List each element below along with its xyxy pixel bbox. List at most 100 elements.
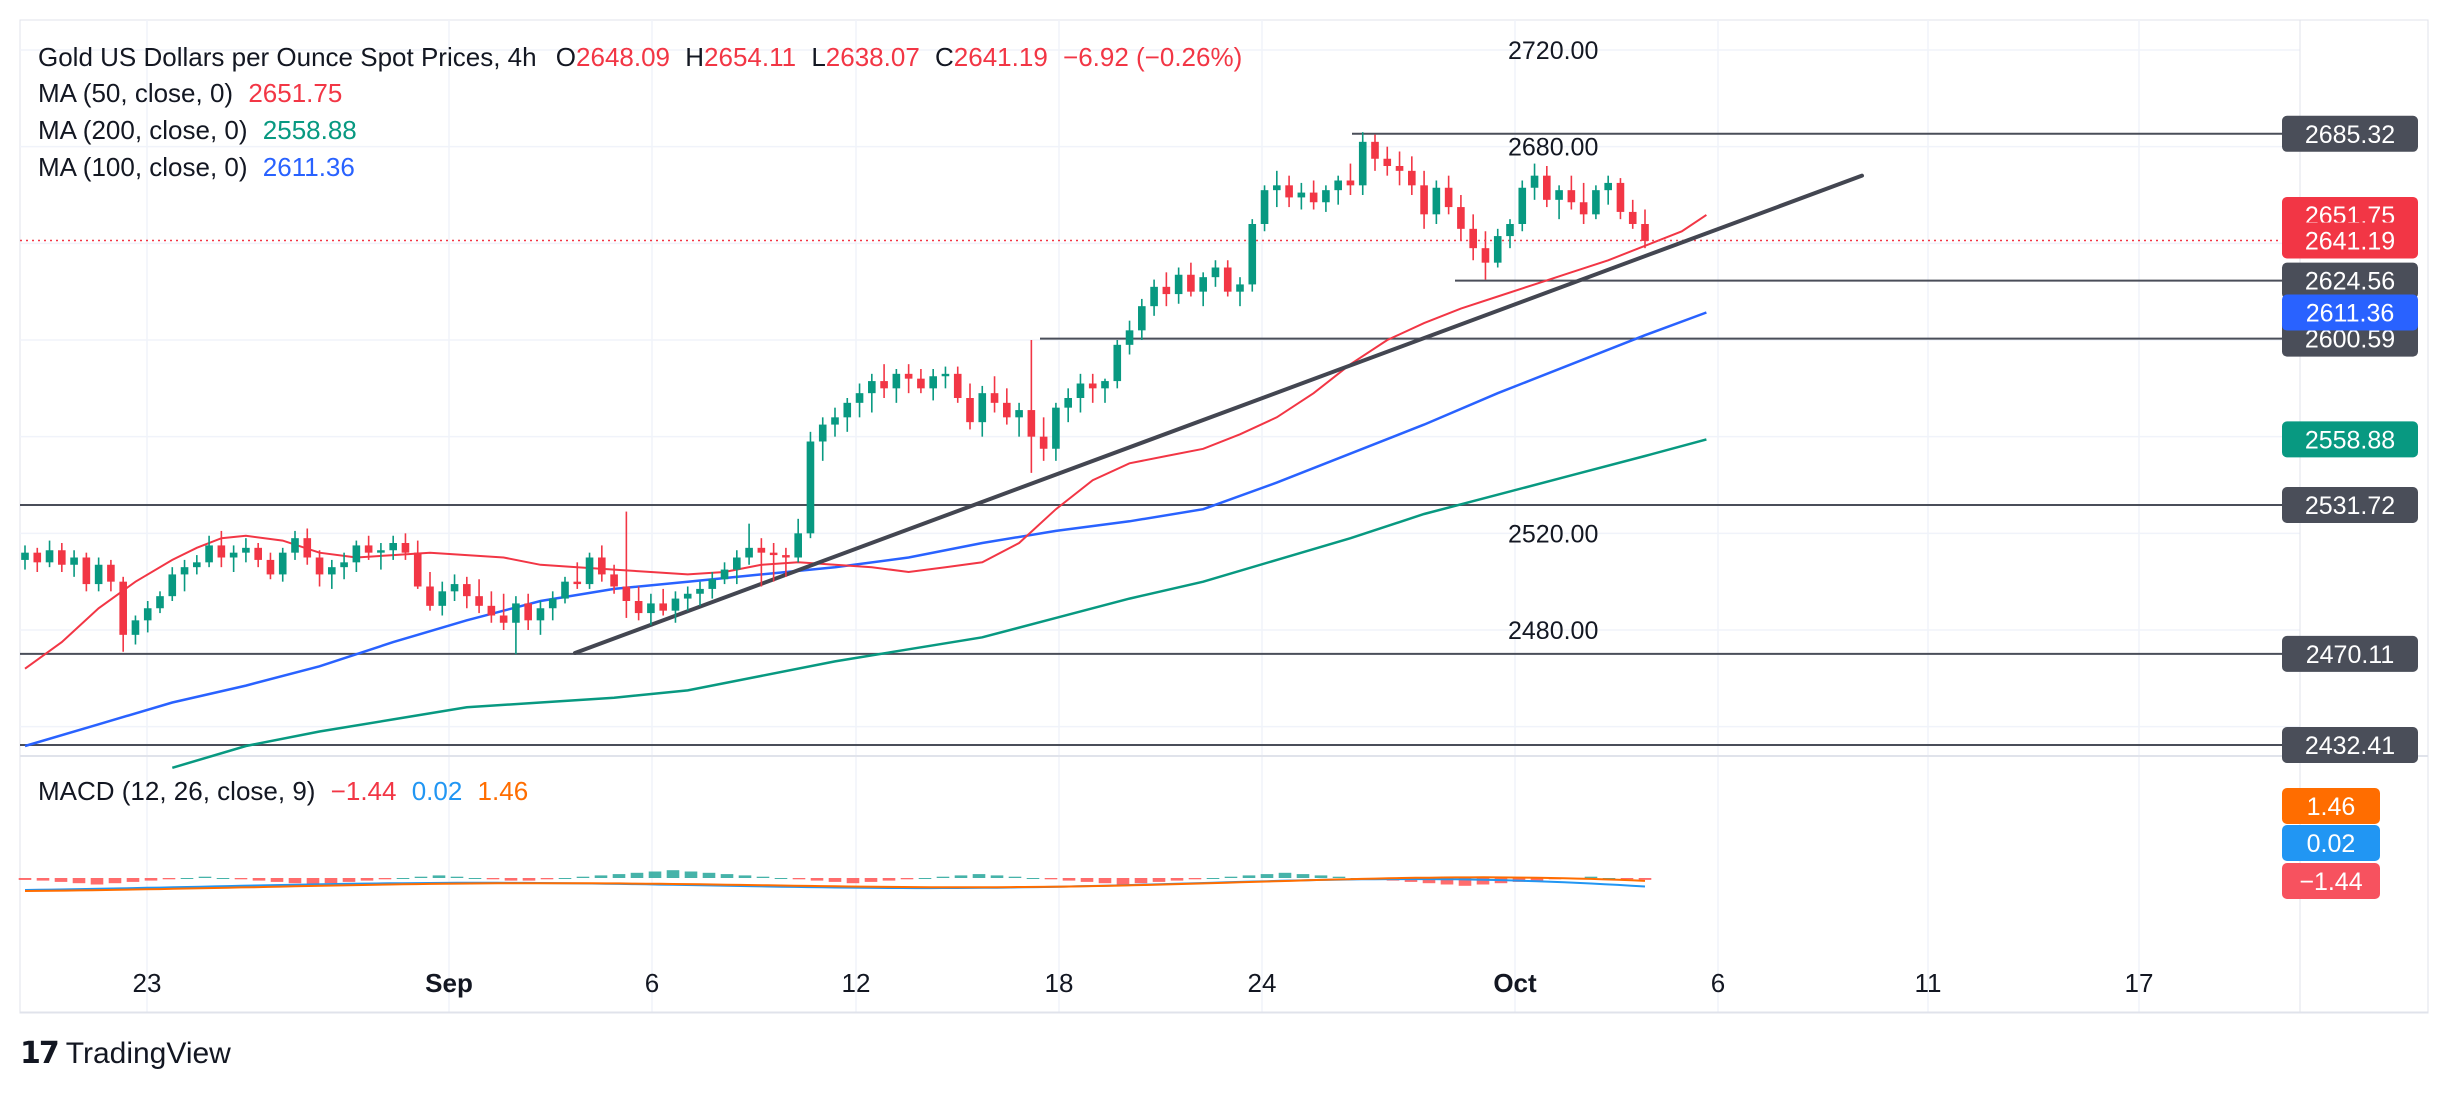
macd-histogram-bar [774,878,788,879]
candle-body [1027,410,1036,437]
candle-body [45,550,54,563]
macd-histogram-bar [1620,878,1634,880]
macd-histogram-bar [468,878,482,879]
high-label: H [685,42,705,72]
candle-body [180,567,189,575]
candle-body [340,562,348,568]
macd-histogram-bar [378,878,392,880]
candle-body [696,588,704,594]
macd-hist-value: −1.44 [330,776,397,806]
candle-body [1174,274,1183,295]
candle-body [561,581,569,599]
candle-body [1518,187,1527,224]
candle-body [966,398,974,423]
macd-signal-line [24,876,1646,892]
macd-histogram-bar [1242,875,1256,878]
candle-body [880,381,888,389]
close-value: 2641.19 [953,42,1048,72]
candle-body [683,593,692,599]
level-price-tag: 2432.41 [2305,732,2395,760]
macd-histogram-bar [486,878,500,880]
candle-body [953,373,962,398]
macd-histogram-bar [522,878,536,881]
ma200-price-tag: 2558.88 [2305,426,2395,454]
macd-histogram-bar [630,872,644,878]
candle-body [1346,180,1355,186]
macd-histogram-bar [1044,878,1058,880]
candle-body [438,591,447,606]
candle-body [389,543,397,551]
time-tick-label: Sep [425,968,473,998]
candle-body [598,557,606,575]
legend-ohlc: O2648.09 H2654.11 L2638.07 C2641.19 −6.9… [556,42,1250,72]
open-value: 2648.09 [576,42,671,72]
candle-body [1297,192,1306,198]
macd-histogram-bar [1224,876,1238,878]
candle-body [1236,284,1244,292]
macd-histogram-bar [1152,878,1166,882]
macd-histogram-bar [432,875,446,878]
tradingview-logo[interactable]: 17 TradingView [20,1036,231,1071]
candle-body [1039,436,1048,449]
macd-histogram-bar [1530,878,1544,881]
macd-histogram-bar [558,878,572,879]
candle-body [426,586,434,606]
macd-histogram-bar [1476,878,1490,885]
legend-title: Gold US Dollars per Ounce Spot Prices, 4… [38,42,537,72]
level-price-tag: 2470.11 [2306,641,2395,669]
candle-body [1150,286,1158,307]
candle-body [1530,175,1539,188]
candle-body [1211,267,1220,278]
macd-histogram-bar [1026,878,1040,879]
trendline-layer [573,173,1864,655]
macd-histogram-bar [900,878,914,880]
price-tick-label: 2720.00 [1508,37,1598,65]
candle-body [831,417,839,425]
candle-body [1322,190,1330,203]
candle-body [1076,383,1085,398]
macd-histogram-bar [396,878,410,879]
candle-body [818,424,827,442]
candle-body [990,393,999,403]
macd-hist-tag-bg [2282,863,2380,899]
candle-body [1555,190,1563,200]
candle-body [1052,407,1060,449]
macd-histogram-bar [1188,878,1202,880]
macd-signal-tag: 1.46 [2307,793,2356,821]
macd-histogram-bar [18,878,32,880]
candle-body [806,441,815,534]
macd-histogram-bar [828,878,842,882]
candle-body [450,584,459,592]
candle-body [119,581,127,635]
candle-body [1125,330,1134,345]
candle-body [1113,344,1122,382]
candle-body [1641,224,1649,241]
macd-signal-tag-bg [2282,788,2380,824]
macd-histogram-bar [1602,878,1616,879]
candle-body [242,547,250,553]
ma200-line [171,438,1707,769]
time-tick-label: Oct [1493,968,1537,998]
ma50-value: 2651.75 [248,78,343,108]
candle-body [892,373,901,389]
macd-histogram-bar [144,878,158,881]
legend-title-row: Gold US Dollars per Ounce Spot Prices, 4… [38,42,1258,73]
macd-histogram-bar [1296,874,1310,878]
candle-body [107,564,115,582]
macd-histogram-bar [990,875,1004,878]
macd-histogram-bar [1260,874,1274,878]
candle-body [70,557,78,565]
macd-histogram-bar [306,878,320,885]
candle-body [291,538,299,553]
candle-body [1003,402,1011,418]
macd-histogram-bar [972,874,986,878]
macd-histogram-bar [1584,876,1598,878]
candle-body [659,603,667,611]
macd-histogram-bar [738,875,752,878]
current-price-tag-bg [2282,222,2418,259]
candle-body [1579,202,1588,215]
macd-histogram-bar [1098,878,1112,884]
change-value: −6.92 (−0.26%) [1063,42,1243,72]
